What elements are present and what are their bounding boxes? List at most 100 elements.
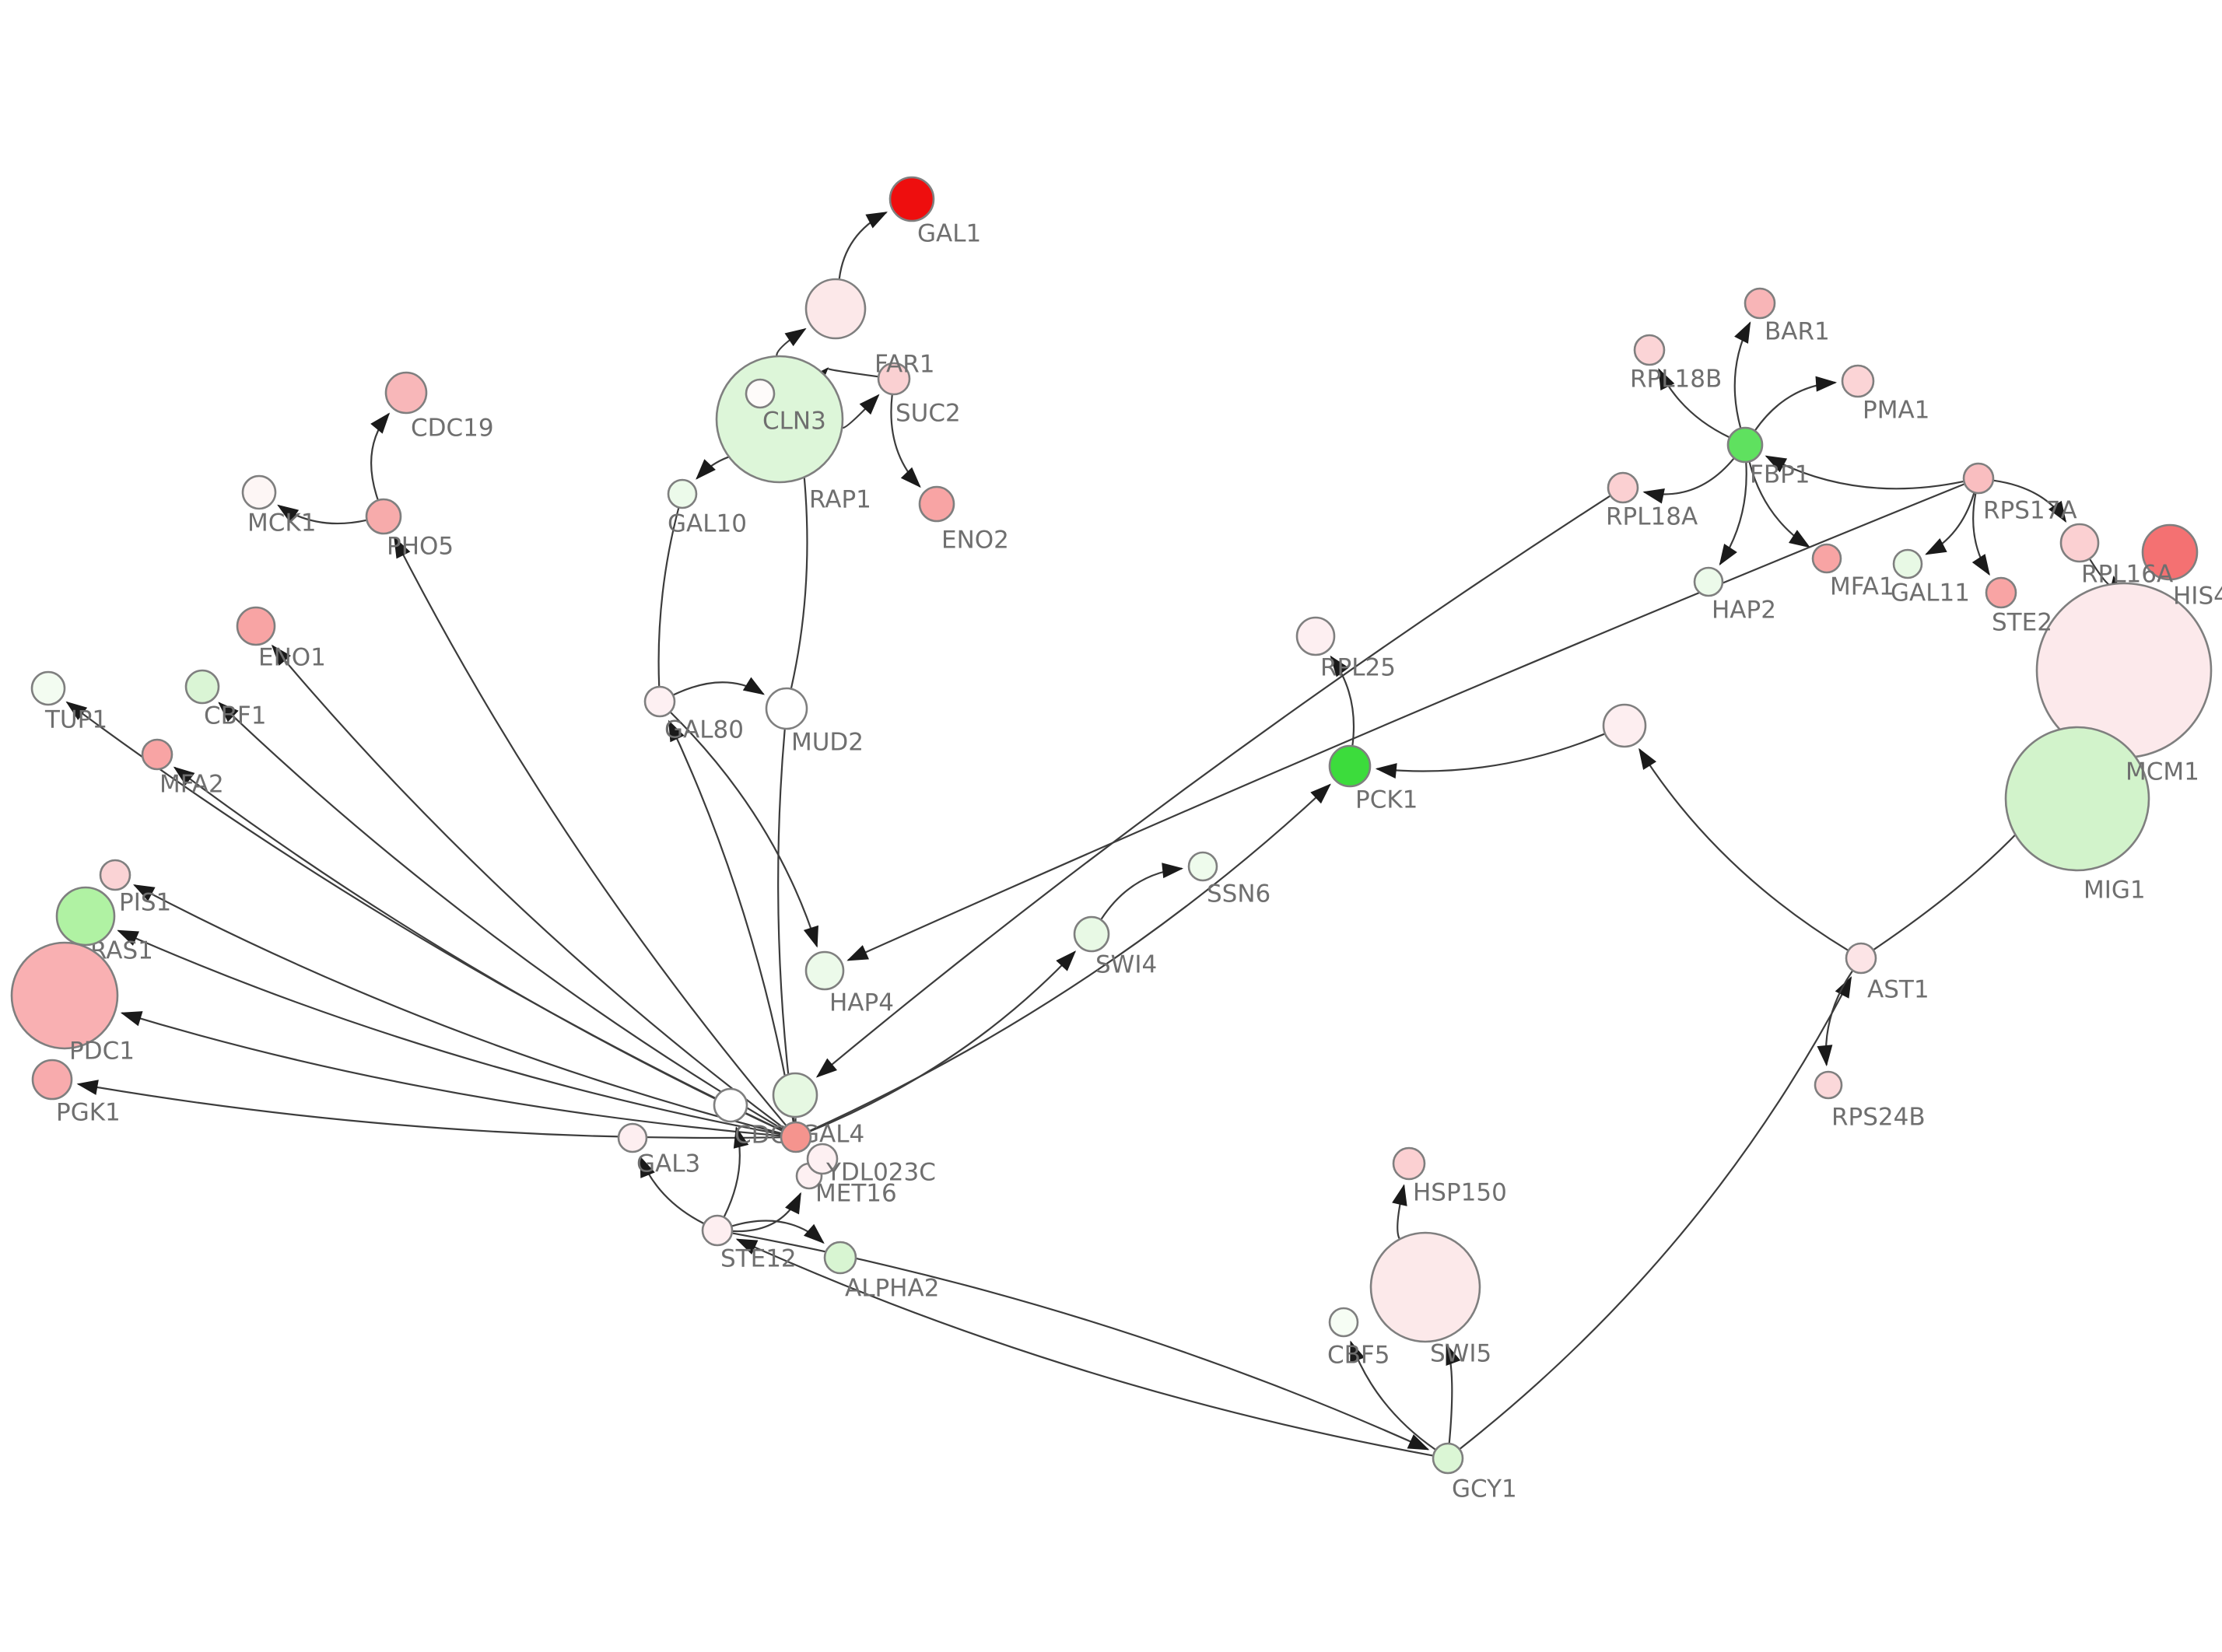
edge-GCY1-AST1[interactable] <box>1460 976 1852 1450</box>
node-HAP2[interactable] <box>1693 566 1724 597</box>
node-CBF5[interactable] <box>1328 1307 1359 1338</box>
edge-GAL4-MFA2[interactable] <box>173 766 783 1132</box>
edge-GCY1-CBF5[interactable] <box>1350 1340 1436 1451</box>
node-GAL4[interactable] <box>780 1121 812 1153</box>
edge-GAL10-GAL80[interactable] <box>657 508 680 687</box>
node-SWI4[interactable] <box>1073 915 1110 953</box>
edge-PHO5-MCK1[interactable] <box>277 504 366 525</box>
node-MIG1[interactable] <box>2004 726 2150 872</box>
edge-RPS17A-STE2[interactable] <box>1971 493 1990 576</box>
node-WCLN3[interactable] <box>745 378 776 409</box>
node-GAL3[interactable] <box>617 1122 648 1153</box>
node-RPL18A[interactable] <box>1607 471 1639 504</box>
node-CDC6[interactable] <box>713 1087 748 1123</box>
node-HSP150[interactable] <box>1392 1146 1426 1181</box>
node-GMID[interactable] <box>772 1072 818 1118</box>
edge-GAL4-PHO5[interactable] <box>394 536 787 1126</box>
edge-GCY1-STE12[interactable] <box>735 1238 1433 1457</box>
node-YDL023C[interactable] <box>806 1143 839 1175</box>
node-MFA1[interactable] <box>1811 543 1842 574</box>
edge-GAL4-TUP1[interactable] <box>65 701 783 1132</box>
edge-GAL4-SWI4[interactable] <box>810 950 1077 1132</box>
edge-GAL4-PIS1[interactable] <box>133 884 781 1135</box>
node-PCK1[interactable] <box>1328 744 1372 788</box>
node-ALPHA2[interactable] <box>823 1241 857 1275</box>
edge-GAL4-PDC1[interactable] <box>120 1011 781 1137</box>
edge-CLN3-SUC2[interactable] <box>843 394 880 429</box>
edge-GAL80-HAP4[interactable] <box>670 712 818 948</box>
edge-STE12-GAL3[interactable] <box>640 1156 704 1224</box>
edge-GAL4-CBF1[interactable] <box>218 702 783 1130</box>
edge-RPS17A-GAL11[interactable] <box>1925 492 1975 555</box>
node-RPL16A[interactable] <box>2059 523 2100 563</box>
node-GAL11[interactable] <box>1892 548 1923 579</box>
edge-MUD2-GAL4[interactable] <box>777 729 795 1122</box>
node-GCY1[interactable] <box>1432 1442 1464 1475</box>
node-ENO2[interactable] <box>918 485 955 523</box>
node-PHO5[interactable] <box>365 498 402 535</box>
node-SWI5[interactable] <box>1369 1231 1481 1343</box>
edge-SWI5-HSP150[interactable] <box>1392 1184 1407 1239</box>
node-FAR1[interactable] <box>804 278 867 340</box>
edge-RPS17A-HAP4[interactable] <box>846 483 1964 961</box>
edge-AST1-RPS24B[interactable] <box>1817 970 1853 1067</box>
node-PGK1[interactable] <box>31 1059 73 1101</box>
node-PDC1[interactable] <box>10 941 119 1050</box>
node-TUP1[interactable] <box>30 670 66 706</box>
node-BAR1[interactable] <box>1744 287 1776 320</box>
edge-AST1-PINKU[interactable] <box>1638 747 1849 951</box>
edge-STE12-CDC6[interactable] <box>723 1126 749 1217</box>
edge-GCY1-SWI5[interactable] <box>1446 1343 1461 1444</box>
edge-RAP1-MUD2[interactable] <box>790 475 808 688</box>
edge-FBP1-RPL18B[interactable] <box>1658 368 1730 438</box>
node-GAL10[interactable] <box>667 478 698 509</box>
node-MUD2[interactable] <box>765 687 808 730</box>
node-RPS24B[interactable] <box>1814 1070 1843 1100</box>
node-STE2[interactable] <box>1985 576 2017 609</box>
edge-SUC2-CLN3[interactable] <box>808 367 878 388</box>
node-PMA1[interactable] <box>1841 364 1875 398</box>
edge-GAL80-MUD2[interactable] <box>673 677 765 696</box>
edge-STE12-ALPHA2[interactable] <box>731 1220 825 1244</box>
edge-GAL4-PCK1[interactable] <box>809 783 1331 1132</box>
node-HAP4[interactable] <box>804 950 845 991</box>
edge-GAL4-GAL80[interactable] <box>668 719 794 1122</box>
edge-RPS17A-FBP1[interactable] <box>1765 455 1964 490</box>
node-MCK1[interactable] <box>241 474 277 510</box>
edge-PHO5-CDC19[interactable] <box>370 412 391 500</box>
node-FBP1[interactable] <box>1726 426 1764 464</box>
edge-FBP1-RPL18A[interactable] <box>1642 457 1735 504</box>
edge-STE12-MET16[interactable] <box>732 1192 801 1233</box>
edge-PCK1-RPL25[interactable] <box>1330 655 1355 746</box>
edge-FAR1-GAL1[interactable] <box>838 212 888 279</box>
node-CBF1[interactable] <box>184 669 220 705</box>
node-STE12[interactable] <box>701 1214 734 1247</box>
edge-CLN3-FAR1[interactable] <box>776 327 807 356</box>
edge-GAL4-RAS1[interactable] <box>117 929 781 1136</box>
node-RPL18B[interactable] <box>1633 334 1666 366</box>
edge-GAL4-ENO1[interactable] <box>271 644 784 1129</box>
node-CDC19[interactable] <box>384 371 428 415</box>
node-AST1[interactable] <box>1845 942 1877 975</box>
edge-SUC2-ENO2[interactable] <box>890 394 921 488</box>
edge-FBP1-MFA1[interactable] <box>1748 462 1811 548</box>
node-PINKU[interactable] <box>1602 703 1647 748</box>
edge-FBP1-HAP2[interactable] <box>1719 462 1747 566</box>
node-PIS1[interactable] <box>99 859 131 891</box>
node-RPL25[interactable] <box>1295 616 1336 656</box>
node-RAS1[interactable] <box>55 886 116 947</box>
node-GAL1[interactable] <box>888 176 935 222</box>
edge-SWI4-SSN6[interactable] <box>1100 863 1184 920</box>
node-SSN6[interactable] <box>1187 851 1218 882</box>
node-ENO1[interactable] <box>236 606 276 646</box>
edge-RPS17A-RPL16A[interactable] <box>1993 479 2067 523</box>
node-HIS4[interactable] <box>2141 523 2199 581</box>
edge-FBP1-PMA1[interactable] <box>1754 376 1838 431</box>
node-RPS17A[interactable] <box>1962 462 1995 495</box>
edge-FBP1-BAR1[interactable] <box>1733 321 1751 429</box>
edge-GAL4-PGK1[interactable] <box>76 1080 781 1139</box>
node-SUC2[interactable] <box>877 362 911 396</box>
node-GAL80[interactable] <box>643 685 676 718</box>
node-MFA2[interactable] <box>141 738 173 771</box>
edge-PINKU-PCK1[interactable] <box>1375 733 1605 779</box>
